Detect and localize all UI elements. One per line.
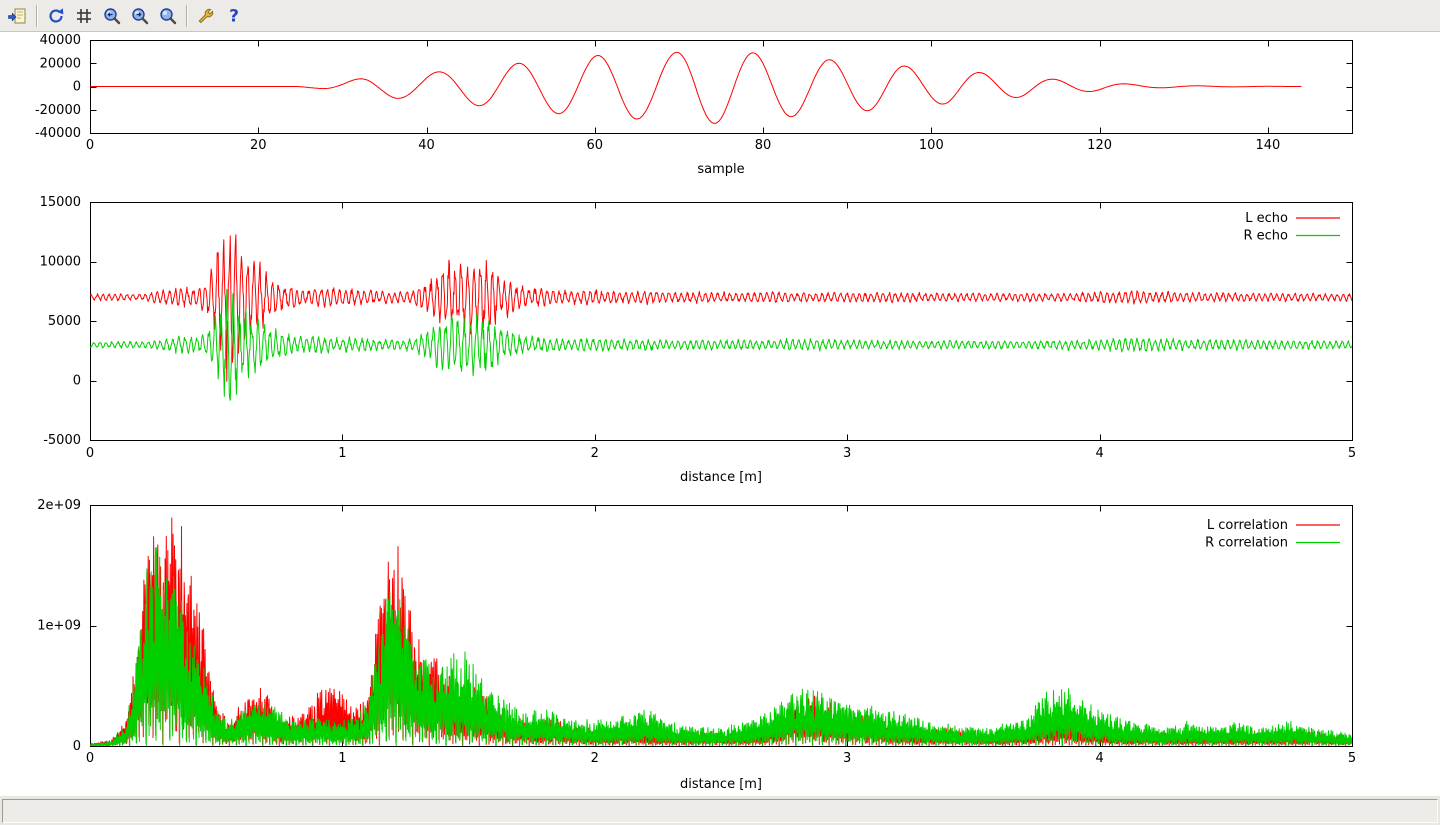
chart-2[interactable]: 0 1 2 3 4 5 15000 10000 5000 0 -5000 distance [m] L …: [0, 190, 1440, 497]
zoom-previous-icon: [104, 7, 121, 24]
y-tick-label: 1e+09: [37, 619, 81, 634]
legend-label: R echo: [1243, 229, 1288, 244]
plot-area: 0 20 40 60 80 100 120 140 40000 20000 0 -20000 -4000…: [0, 32, 1440, 795]
x-tick-label: 1: [338, 751, 346, 766]
x-tick-label: 80: [755, 138, 772, 153]
wrench-icon: [198, 8, 214, 23]
x-axis-label: distance [m]: [680, 470, 762, 485]
x-tick-label: 1: [338, 446, 346, 461]
plot-border: [90, 505, 1353, 747]
x-tick-label: 140: [1255, 138, 1280, 153]
series-signal: [90, 51, 1302, 124]
refresh-icon: [49, 7, 64, 23]
legend-label: L echo: [1245, 211, 1288, 226]
axes: [90, 202, 1353, 441]
x-tick-label: 100: [919, 138, 944, 153]
status-text: [2, 799, 1438, 823]
toolbar-separator: [36, 4, 38, 27]
x-tick-label: 60: [587, 138, 604, 153]
y-tick-label: -20000: [35, 103, 81, 118]
x-tick-label: 4: [1095, 446, 1103, 461]
chart-3[interactable]: 0 1 2 3 4 5 2e+09 1e+09 0 distance [m] L correlati…: [0, 497, 1440, 795]
x-tick-label: 5: [1348, 751, 1356, 766]
chart-1[interactable]: 0 20 40 60 80 100 120 140 40000 20000 0 -20000 -4000…: [0, 32, 1440, 190]
x-tick-label: 3: [843, 751, 851, 766]
series-r-echo: [90, 288, 1352, 401]
series-l-echo: [90, 234, 1352, 382]
x-axis-label: distance [m]: [680, 777, 762, 792]
autoscale-icon: [160, 7, 177, 24]
x-tick-label: 3: [843, 446, 851, 461]
y-tick-label: 2e+09: [37, 498, 81, 513]
toggle-grid-button[interactable]: [71, 3, 97, 29]
svg-text:?: ?: [229, 6, 239, 26]
axes: [90, 505, 1353, 747]
y-tick-label: 0: [73, 374, 81, 389]
x-tick-label: 5: [1348, 446, 1356, 461]
charts-container: 0 20 40 60 80 100 120 140 40000 20000 0 -20000 -4000…: [0, 32, 1440, 795]
x-tick-label: 120: [1087, 138, 1112, 153]
x-tick-label: 40: [418, 138, 435, 153]
y-tick-label: -5000: [43, 433, 81, 448]
copy-clipboard-button[interactable]: [5, 3, 31, 29]
toolbar: ?: [0, 0, 1440, 32]
x-tick-label: 2: [591, 446, 599, 461]
x-tick-label: 4: [1095, 751, 1103, 766]
series-l-correlation: [90, 517, 1352, 746]
y-tick-label: 0: [73, 80, 81, 95]
x-tick-label: 0: [86, 446, 94, 461]
y-tick-label: 10000: [40, 255, 81, 270]
x-axis-label: sample: [697, 162, 744, 177]
y-tick-label: 20000: [40, 56, 81, 71]
legend-label: R correlation: [1205, 536, 1288, 551]
autoscale-button[interactable]: [155, 3, 181, 29]
y-tick-label: 0: [73, 739, 81, 754]
zoom-next-button[interactable]: [127, 3, 153, 29]
zoom-previous-button[interactable]: [99, 3, 125, 29]
zoom-next-icon: [132, 7, 149, 24]
y-tick-label: 15000: [40, 195, 81, 210]
configure-button[interactable]: [193, 3, 219, 29]
copy-clipboard-icon: [8, 8, 26, 23]
legend-label: L correlation: [1207, 518, 1288, 533]
x-tick-label: 0: [86, 751, 94, 766]
help-icon: ?: [229, 6, 239, 26]
help-button[interactable]: ?: [221, 3, 247, 29]
replot-button[interactable]: [43, 3, 69, 29]
y-tick-label: -40000: [35, 126, 81, 141]
x-tick-label: 2: [591, 751, 599, 766]
grid-icon: [77, 8, 91, 23]
y-tick-label: 5000: [48, 314, 81, 329]
status-bar: [0, 795, 1440, 825]
series-r-correlation: [90, 547, 1352, 746]
x-tick-label: 0: [86, 138, 94, 153]
y-tick-label: 40000: [40, 33, 81, 48]
toolbar-separator: [186, 4, 188, 27]
x-tick-label: 20: [250, 138, 267, 153]
plot-border: [90, 202, 1353, 441]
